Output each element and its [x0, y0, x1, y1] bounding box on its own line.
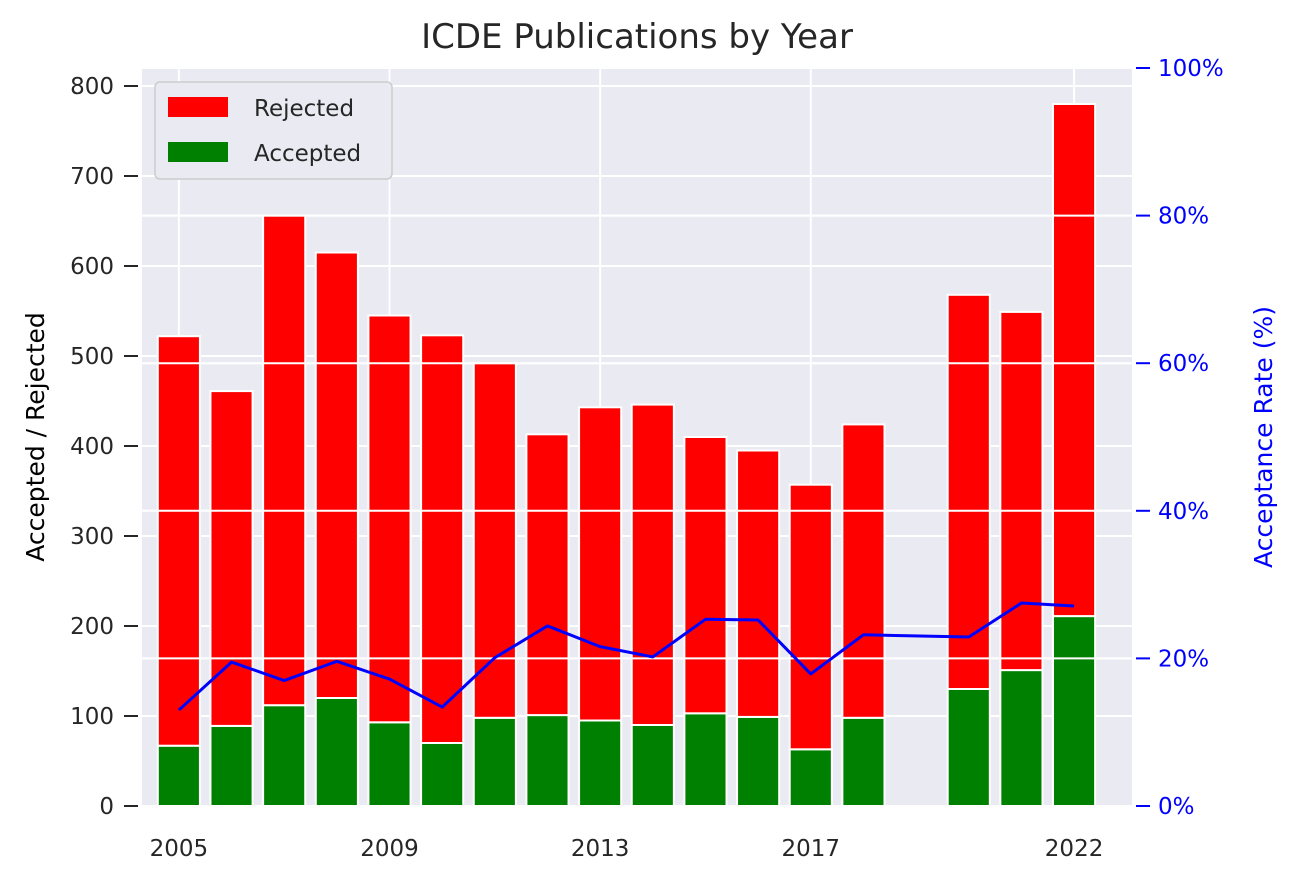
bar-accepted-2015: [683, 712, 728, 807]
bar-rejected-2008: [314, 251, 359, 699]
bar-accepted-2008: [314, 697, 359, 807]
bar-rejected-2018: [841, 423, 886, 719]
bar-accepted-2005: [156, 744, 201, 808]
legend-label-rejected: Rejected: [254, 96, 354, 122]
chart-title: ICDE Publications by Year: [421, 17, 853, 57]
bar-accepted-2010: [420, 742, 465, 807]
y-axis-title-right: Acceptance Rate (%): [1249, 306, 1278, 568]
left-tick-label-200: 200: [70, 614, 114, 640]
bar-rejected-2011: [472, 362, 517, 719]
left-tick-label-300: 300: [70, 524, 114, 550]
bar-rejected-2021: [999, 310, 1044, 672]
bar-rejected-2014: [630, 403, 675, 726]
bar-rejected-2017: [788, 483, 833, 751]
x-tick-label-2017: 2017: [782, 836, 841, 862]
bar-accepted-2012: [525, 714, 570, 807]
bar-accepted-2018: [841, 716, 886, 807]
right-tick-label-0: 0%: [1158, 794, 1195, 820]
bar-accepted-2007: [262, 704, 307, 808]
bar-accepted-2021: [999, 669, 1044, 807]
left-tick-label-700: 700: [70, 164, 114, 190]
bar-rejected-2016: [736, 449, 781, 718]
legend: Rejected Accepted: [154, 81, 393, 180]
bar-rejected-2020: [946, 293, 991, 690]
legend-label-accepted: Accepted: [254, 141, 361, 167]
right-tick-label-2: 40%: [1158, 499, 1209, 525]
bar-rejected-2005: [156, 335, 201, 747]
right-tick-label-4: 80%: [1158, 204, 1209, 230]
acceptance-rate-line: [177, 601, 1075, 712]
right-tick-label-5: 100%: [1158, 56, 1224, 82]
bottom-axis: 2005 2009 2013 2017 2022: [150, 836, 1104, 862]
legend-swatch-rejected: [168, 97, 228, 117]
left-tick-label-600: 600: [70, 254, 114, 280]
bar-accepted-2006: [209, 724, 254, 808]
x-tick-label-2013: 2013: [571, 836, 630, 862]
x-tick-label-2009: 2009: [360, 836, 419, 862]
left-tick-label-0: 0: [99, 794, 114, 820]
left-tick-label-100: 100: [70, 704, 114, 730]
x-tick-label-2022: 2022: [1045, 836, 1104, 862]
bar-accepted-2014: [630, 724, 675, 807]
legend-swatch-accepted: [168, 142, 228, 162]
bar-accepted-2020: [946, 688, 991, 807]
left-tick-label-500: 500: [70, 344, 114, 370]
bar-accepted-2009: [367, 721, 412, 807]
right-axis: 0% 20% 40% 60% 80% 100%: [1136, 56, 1224, 820]
bar-rejected-2015: [683, 436, 728, 715]
x-tick-label-2005: 2005: [150, 836, 209, 862]
y-axis-title-left: Accepted / Rejected: [21, 312, 50, 562]
right-tick-label-1: 20%: [1158, 646, 1209, 672]
bar-rejected-2007: [262, 214, 307, 707]
bars-group: [156, 103, 1097, 808]
bar-accepted-2017: [788, 748, 833, 807]
bar-rejected-2006: [209, 390, 254, 727]
bar-accepted-2011: [472, 716, 517, 807]
left-tick-label-800: 800: [70, 74, 114, 100]
bar-rejected-2012: [525, 433, 570, 717]
left-axis: 0 100 200 300 400 500 600 700 800: [70, 74, 138, 820]
bar-accepted-2022: [1052, 615, 1097, 807]
bar-rejected-2010: [420, 334, 465, 744]
bar-accepted-2013: [578, 719, 623, 807]
right-tick-label-3: 60%: [1158, 351, 1209, 377]
bar-rejected-2013: [578, 406, 623, 722]
left-tick-label-400: 400: [70, 434, 114, 460]
bar-rejected-2022: [1052, 103, 1097, 618]
bar-rejected-2009: [367, 314, 412, 724]
acceptance-rate-line-group: [142, 67, 1132, 807]
bar-accepted-2016: [736, 715, 781, 808]
